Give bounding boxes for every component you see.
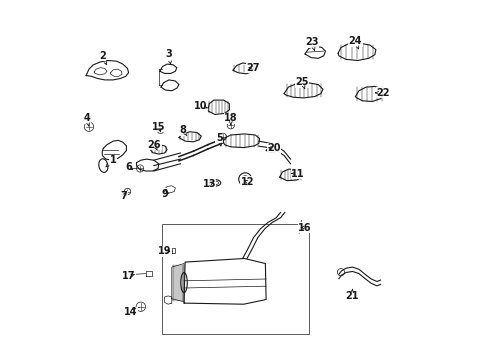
Bar <box>162 224 308 334</box>
Text: 24: 24 <box>348 36 362 46</box>
Text: 13: 13 <box>202 179 216 189</box>
Text: 20: 20 <box>267 143 280 153</box>
Text: 11: 11 <box>290 168 304 179</box>
Text: 15: 15 <box>152 122 165 132</box>
Text: 9: 9 <box>161 189 167 199</box>
Text: 6: 6 <box>125 162 132 172</box>
Text: 19: 19 <box>158 246 171 256</box>
Text: 12: 12 <box>240 177 254 187</box>
Text: 26: 26 <box>147 140 161 150</box>
Text: 25: 25 <box>295 77 308 87</box>
Text: 23: 23 <box>305 37 318 48</box>
Text: 21: 21 <box>345 291 358 301</box>
Text: 10: 10 <box>193 101 207 111</box>
Text: 4: 4 <box>83 113 90 123</box>
Text: 27: 27 <box>246 63 260 73</box>
Text: 14: 14 <box>124 307 138 318</box>
Text: 2: 2 <box>99 51 105 61</box>
Text: 8: 8 <box>180 125 186 135</box>
Text: 3: 3 <box>165 49 172 59</box>
Text: 5: 5 <box>216 132 222 143</box>
Text: 22: 22 <box>376 88 389 98</box>
Text: 17: 17 <box>122 271 135 282</box>
Text: 18: 18 <box>224 113 237 123</box>
Text: 16: 16 <box>298 222 311 233</box>
Text: 1: 1 <box>109 155 116 165</box>
Text: 7: 7 <box>120 191 127 201</box>
